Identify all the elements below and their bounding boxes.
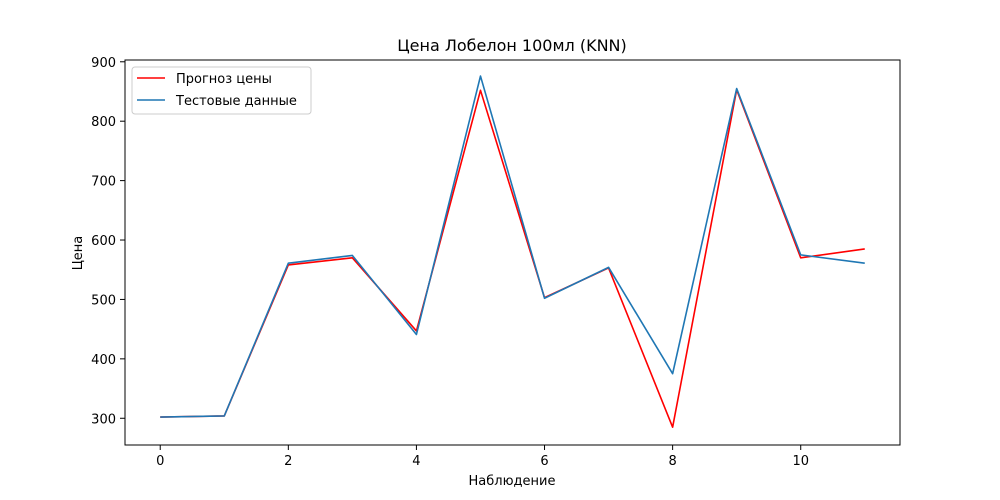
chart-title: Цена Лобелон 100мл (KNN) — [397, 36, 627, 55]
y-tick-label: 700 — [91, 175, 116, 190]
y-tick-label: 600 — [91, 234, 116, 249]
x-tick-label: 10 — [792, 454, 809, 469]
legend: Прогноз цены Тестовые данные — [131, 66, 312, 115]
legend-box — [131, 66, 312, 115]
x-axis: 0 2 4 6 8 10 — [156, 445, 809, 469]
plot-area — [124, 59, 901, 446]
series-layer — [160, 75, 865, 428]
y-tick-label: 800 — [91, 115, 116, 130]
y-tick-label: 400 — [91, 353, 116, 368]
x-tick-label: 4 — [412, 454, 420, 469]
y-axis-title: Цена — [71, 236, 86, 271]
x-axis-title: Наблюдение — [469, 474, 556, 489]
x-tick-label: 0 — [156, 454, 164, 469]
y-tick-label: 500 — [91, 293, 116, 308]
plot-frame — [124, 59, 901, 446]
x-tick-label: 2 — [284, 454, 292, 469]
legend-label-test-data: Тестовые данные — [175, 94, 297, 109]
x-tick-label: 6 — [540, 454, 548, 469]
y-tick-label: 300 — [91, 412, 116, 427]
y-tick-label: 900 — [91, 56, 116, 71]
series-line-0 — [160, 88, 865, 428]
series-line-1 — [160, 75, 865, 418]
legend-label-forecast: Прогноз цены — [176, 72, 272, 87]
y-axis: 300 400 500 600 700 800 900 — [91, 56, 125, 427]
x-tick-label: 8 — [668, 454, 676, 469]
